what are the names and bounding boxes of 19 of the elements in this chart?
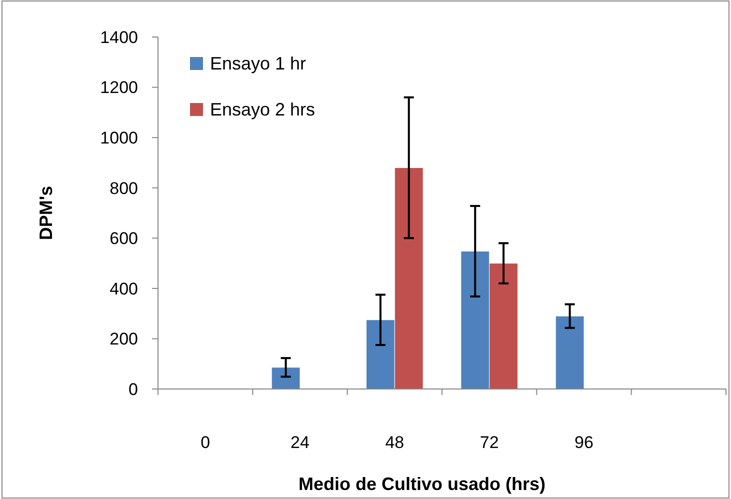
y-tick-label: 1400 <box>100 28 138 47</box>
legend-label: Ensayo 1 hr <box>210 53 306 74</box>
y-tick-label: 400 <box>110 279 138 298</box>
y-axis-title: DPM's <box>36 186 56 240</box>
y-tick-label: 800 <box>110 178 138 198</box>
legend-label: Ensayo 2 hrs <box>210 99 316 120</box>
bar <box>271 367 300 390</box>
y-tick-label: 200 <box>110 330 138 349</box>
x-tick-label: 72 <box>480 433 499 452</box>
bar <box>555 316 584 390</box>
y-tick-label: 0 <box>128 380 138 399</box>
x-tick-label: 24 <box>290 433 310 452</box>
x-tick-label: 96 <box>574 433 594 452</box>
x-tick-label: 0 <box>200 433 210 452</box>
x-axis-title: Medio de Cultivo usado (hrs) <box>298 474 546 494</box>
y-tick-label: 1000 <box>100 128 138 148</box>
y-tick-label: 1200 <box>100 78 138 98</box>
y-tick-label: 600 <box>110 229 138 248</box>
x-tick-label: 48 <box>385 433 404 452</box>
